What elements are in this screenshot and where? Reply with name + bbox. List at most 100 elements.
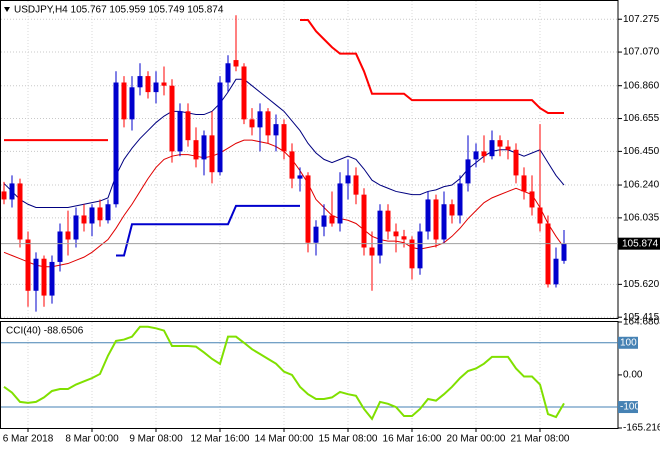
candle-body [17, 183, 23, 240]
candle-body [489, 140, 495, 157]
candle-body [449, 204, 455, 216]
candle-body [137, 76, 143, 88]
candle-body [49, 261, 55, 296]
candle-body [65, 231, 71, 240]
candle-body [217, 82, 223, 173]
indicator-line [116, 204, 300, 257]
level-label: -100 [620, 402, 640, 413]
x-tick-label: 6 Mar 2018 [3, 434, 54, 445]
candle-body [473, 151, 479, 160]
candle-body [401, 236, 407, 240]
candle-body [105, 204, 111, 221]
x-tick-label: 15 Mar 08:00 [319, 434, 378, 445]
candle-body [457, 183, 463, 216]
y-tick-label: 106.860 [623, 80, 660, 91]
header-arrow [4, 7, 10, 12]
candle-body [273, 124, 279, 136]
candle-body [33, 258, 39, 291]
candle-body [441, 204, 447, 240]
candle-body [561, 243, 567, 261]
candle-body [201, 135, 207, 160]
level-label: 100 [620, 337, 637, 348]
candle-body [377, 210, 383, 256]
candle-body [265, 111, 271, 136]
candle-body [1, 191, 7, 200]
candle-body [337, 183, 343, 224]
candle-body [25, 239, 31, 291]
y-tick-label: 164.6803 [623, 317, 660, 328]
level-box [618, 336, 638, 349]
x-tick-label: 21 Mar 08:00 [511, 434, 570, 445]
candle-body [57, 231, 63, 262]
y-tick-label: -165.2168 [623, 423, 660, 434]
candle-body [241, 66, 247, 120]
candle-body [73, 215, 79, 240]
x-tick-label: 12 Mar 16:00 [191, 434, 250, 445]
indicator-line [4, 19, 564, 142]
candle-body [329, 215, 335, 224]
cci-title: CCI(40) -88.6506 [6, 326, 84, 337]
candle-body [537, 207, 543, 224]
candle-body [113, 82, 119, 205]
x-tick-label: 8 Mar 00:00 [65, 434, 119, 445]
candle-body [353, 175, 359, 195]
candle-body [145, 76, 151, 93]
y-tick-label: 107.275 [623, 14, 660, 25]
candle-body [225, 63, 231, 83]
candle-body [417, 231, 423, 269]
y-tick-label: 105.415 [623, 312, 660, 323]
last-price-label: 105.874 [622, 238, 659, 249]
cci-line [3, 325, 565, 421]
x-tick-label: 20 Mar 00:00 [447, 434, 506, 445]
candle-body [281, 124, 287, 152]
candle-body [409, 239, 415, 269]
candle-body [81, 215, 87, 224]
candle-body [89, 207, 95, 224]
indicator-line [3, 78, 565, 208]
candle-body [465, 159, 471, 184]
candle-body [97, 207, 103, 221]
candle-body [393, 231, 399, 237]
candle-body [545, 223, 551, 285]
y-tick-label: 0.00 [623, 370, 643, 381]
candle-body [529, 191, 535, 208]
y-tick-label: 106.035 [623, 213, 660, 224]
plot-layer [1, 1, 618, 428]
candle-body [297, 175, 303, 179]
x-tick-label: 9 Mar 08:00 [129, 434, 183, 445]
candle-body [41, 258, 47, 296]
main-pane [0, 0, 619, 319]
candle-body [313, 226, 319, 243]
candle-body [305, 175, 311, 243]
candle-body [209, 135, 215, 173]
x-tick-label: 14 Mar 00:00 [255, 434, 314, 445]
level-box [618, 401, 638, 414]
candle-body [425, 199, 431, 232]
candle-body [169, 85, 175, 152]
candle-body [513, 149, 519, 176]
candle-body [257, 111, 263, 128]
candle-body [361, 194, 367, 248]
candle-body [233, 60, 239, 67]
y-tick-label: 106.450 [623, 146, 660, 157]
candle-body [497, 140, 503, 147]
x-tick-label: 16 Mar 16:00 [383, 434, 442, 445]
y-tick-label: 106.655 [623, 113, 660, 124]
candle-body [161, 82, 167, 86]
y-tick-label: 106.240 [623, 180, 660, 191]
candle-body [345, 175, 351, 184]
candle-body [153, 82, 159, 93]
candle-body [185, 111, 191, 141]
y-tick-label: 105.620 [623, 279, 660, 290]
candle-body [385, 210, 391, 232]
candle-body [553, 258, 559, 285]
candle-body [433, 199, 439, 240]
candle-body [177, 111, 183, 152]
candle-body [9, 183, 15, 200]
candle-body [321, 215, 327, 227]
candle-body [129, 87, 135, 120]
chart-title: USDJPY,H4 105.767 105.959 105.749 105.87… [14, 5, 224, 16]
candle-body [193, 140, 199, 160]
